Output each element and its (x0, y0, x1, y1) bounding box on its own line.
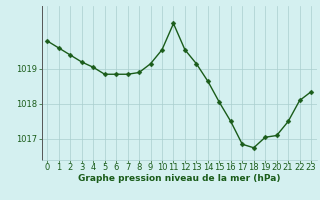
X-axis label: Graphe pression niveau de la mer (hPa): Graphe pression niveau de la mer (hPa) (78, 174, 280, 183)
